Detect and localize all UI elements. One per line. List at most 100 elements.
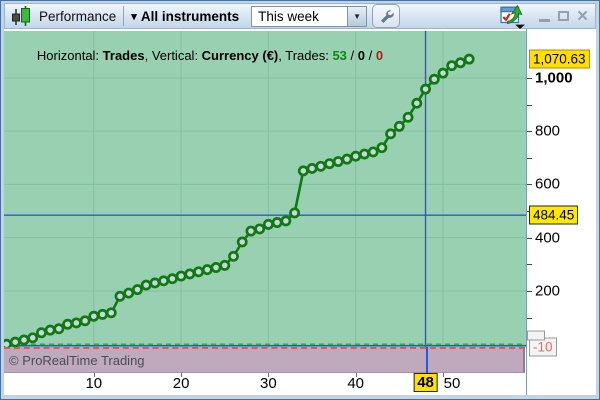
- data-point-marker: [114, 290, 126, 302]
- data-point-marker: [262, 218, 274, 230]
- trades-lost-count: 0: [375, 48, 384, 63]
- plot-background: [4, 31, 526, 347]
- y-axis-label: 200: [535, 282, 561, 300]
- x-axis-label: 30: [260, 375, 277, 392]
- data-point-marker: [402, 111, 414, 123]
- equity-curve-plot[interactable]: [4, 31, 526, 347]
- data-point-marker: [332, 156, 344, 167]
- data-point-marker: [18, 334, 30, 346]
- trades-label: Trades:: [285, 48, 333, 63]
- chart-area[interactable]: Horizontal: Trades, Vertical: Currency (…: [4, 29, 526, 395]
- maximize-button[interactable]: [555, 8, 572, 25]
- data-point-marker: [210, 262, 222, 273]
- data-point-marker: [367, 146, 379, 158]
- data-point-marker: [280, 215, 292, 227]
- data-point-marker: [341, 153, 353, 165]
- data-point-marker: [254, 223, 266, 235]
- data-point-marker: [175, 270, 187, 282]
- x-axis-tick: [443, 373, 444, 377]
- data-point-marker: [140, 279, 152, 291]
- data-point-marker: [88, 310, 100, 322]
- data-point-marker: [131, 284, 143, 296]
- crosshair-vertical-extension: [425, 347, 428, 373]
- data-point-marker: [62, 318, 74, 330]
- data-point-marker: [44, 324, 56, 336]
- trades-neutral-count: 0: [357, 48, 365, 63]
- y-axis-tick: [527, 237, 532, 239]
- export-chart-button[interactable]: [498, 4, 528, 29]
- maximize-icon: [558, 11, 569, 21]
- crosshair-x-label: 48: [413, 373, 438, 392]
- instrument-dropdown-label: All instruments: [140, 8, 240, 24]
- data-point-marker: [393, 120, 405, 132]
- data-point-marker: [376, 142, 388, 154]
- data-point-marker: [437, 67, 449, 79]
- y-axis-label: 600: [535, 175, 561, 193]
- y-axis-tick: [527, 264, 532, 266]
- title-bar[interactable]: Performance ▾ All instruments This week …: [4, 3, 596, 29]
- settings-button[interactable]: [372, 4, 401, 28]
- data-point-marker: [193, 266, 205, 278]
- chevron-down-icon: ▾: [131, 10, 137, 23]
- x-axis-label: 50: [443, 375, 461, 392]
- y-axis-tick: [527, 77, 532, 79]
- data-point-marker: [228, 250, 239, 262]
- close-button[interactable]: ×: [574, 5, 591, 27]
- separator: [123, 6, 125, 26]
- data-point-marker: [53, 323, 65, 335]
- green-arrow-icon: [507, 4, 523, 24]
- minimize-icon: [539, 18, 550, 22]
- min-value-label: -10: [527, 330, 557, 357]
- negative-range-band: © ProRealTime Trading: [4, 347, 525, 373]
- window-title: Performance: [39, 8, 117, 24]
- data-point-marker: [27, 332, 39, 344]
- trades-won-count: 53: [332, 48, 347, 63]
- data-point-marker: [385, 128, 397, 140]
- data-point-marker: [455, 57, 466, 69]
- chart-info-bar: Horizontal: Trades, Vertical: Currency (…: [36, 48, 384, 63]
- data-point-marker: [70, 317, 82, 329]
- y-axis-tick: [527, 157, 532, 159]
- data-point-marker: [79, 315, 91, 327]
- last-value-label: 1,070.63: [529, 49, 590, 69]
- vertical-value: Currency (€): [201, 48, 279, 63]
- copyright-text: © ProRealTime Trading: [9, 353, 145, 368]
- close-icon: ×: [576, 5, 589, 27]
- instrument-dropdown[interactable]: ▾ All instruments: [131, 9, 239, 24]
- x-axis-tick: [93, 373, 95, 377]
- dropdown-triangle-icon: [515, 24, 525, 29]
- x-axis-label: 40: [347, 375, 365, 392]
- x-axis-label: 10: [85, 375, 103, 392]
- data-point-marker: [324, 158, 335, 170]
- x-axis-tick: [268, 373, 270, 377]
- data-point-marker: [219, 259, 231, 271]
- x-axis-tick: [355, 373, 357, 377]
- data-point-marker: [289, 207, 301, 219]
- data-point-marker: [245, 225, 257, 237]
- data-point-marker: [315, 160, 327, 172]
- data-point-marker: [411, 97, 423, 109]
- period-select[interactable]: This week ▼: [251, 5, 368, 27]
- data-point-marker: [446, 60, 458, 72]
- wrench-icon: [380, 9, 394, 23]
- data-point-marker: [4, 338, 12, 347]
- data-point-marker: [350, 150, 362, 162]
- x-axis-label: 20: [172, 375, 190, 392]
- horizontal-value: Trades: [102, 48, 145, 63]
- data-point-marker: [9, 336, 21, 347]
- y-axis-tick: [527, 184, 532, 186]
- data-point-marker: [149, 277, 161, 289]
- data-point-marker: [97, 308, 108, 320]
- vertical-label: Vertical:: [151, 48, 202, 63]
- period-select-button[interactable]: ▼: [347, 5, 368, 27]
- y-axis-label: 400: [535, 229, 561, 247]
- data-point-marker: [306, 162, 318, 174]
- data-point-marker: [463, 53, 475, 65]
- period-select-value[interactable]: This week: [251, 5, 348, 27]
- data-point-marker: [105, 307, 117, 319]
- y-axis-tick: [527, 290, 532, 292]
- minimize-button[interactable]: [536, 8, 553, 25]
- crosshair-y-label: 484.45: [529, 205, 579, 225]
- candlestick-chart-icon: [12, 6, 30, 26]
